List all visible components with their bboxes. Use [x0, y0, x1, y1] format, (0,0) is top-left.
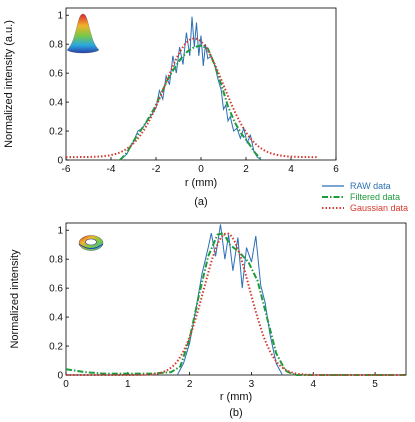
x-tick-label: 2	[187, 379, 193, 390]
x-tick-label: 1	[125, 379, 131, 390]
y-tick-label: 1	[57, 11, 63, 22]
x-tick-label: 0	[63, 379, 69, 390]
panel-a-chart: -6 -4 -2 0 2 4 6 0 0.2 0.4 0.6 0.8 1 r (mm) Normaliz…	[3, 7, 339, 208]
panel-a-ylabel: Normalized intensity (a.u.)	[3, 20, 15, 148]
ring-beam-icon	[78, 235, 104, 251]
y-tick-label: 0.8	[49, 255, 63, 266]
panel-b-label: (b)	[229, 407, 242, 419]
x-tick-label: 5	[372, 379, 378, 390]
legend-entry-gaussian: Gaussian data	[322, 203, 408, 213]
x-tick-label: -4	[107, 164, 116, 175]
panel-a-label: (a)	[194, 196, 207, 208]
panel-b-chart: 0 1 2 3 4 5 0 0.2 0.4 0.6 0.8 1 r (mm) Normalized i…	[9, 222, 407, 419]
legend-entry-raw: RAW data	[322, 181, 391, 191]
y-tick-label: 0.4	[49, 313, 63, 324]
x-tick-label: 2	[243, 164, 249, 175]
x-tick-label: 6	[333, 164, 339, 175]
y-tick-label: 0	[57, 371, 63, 382]
panel-a-xlabel: r (mm)	[185, 177, 217, 189]
series-line-raw-data	[176, 224, 283, 376]
legend-entry-filtered: Filtered data	[322, 192, 400, 202]
y-tick-label: 0.2	[49, 342, 63, 353]
x-tick-label: 4	[288, 164, 294, 175]
y-tick-label: 0.8	[49, 40, 63, 51]
panel-b-series	[65, 224, 406, 376]
x-tick-label: 4	[310, 379, 316, 390]
panel-b-ylabel: Normalized intensity	[9, 249, 21, 349]
y-tick-label: 1	[57, 226, 63, 237]
x-tick-label: 3	[249, 379, 255, 390]
series-line-gaussian-data	[66, 232, 406, 376]
series-line-gaussian-data	[66, 37, 318, 159]
panel-b-ticks: 0 1 2 3 4 5 0 0.2 0.4 0.6 0.8 1	[49, 226, 378, 390]
legend-raw-label: RAW data	[350, 181, 391, 191]
panel-a-series	[66, 16, 318, 161]
y-tick-label: 0	[57, 156, 63, 167]
series-line-filtered-data	[65, 231, 406, 376]
y-tick-label: 0.6	[49, 284, 63, 295]
series-line-filtered-data	[119, 44, 263, 161]
y-tick-label: 0.6	[49, 69, 63, 80]
y-tick-label: 0.2	[49, 127, 63, 138]
series-line-raw-data	[119, 16, 263, 161]
x-tick-label: 0	[198, 164, 204, 175]
legend: RAW data Filtered data Gaussian data	[322, 181, 408, 213]
gaussian-beam-icon	[66, 13, 100, 54]
legend-filtered-label: Filtered data	[350, 192, 400, 202]
panel-a-axes-frame	[65, 7, 337, 161]
x-tick-label: -6	[62, 164, 71, 175]
panel-b-xlabel: r (mm)	[220, 391, 252, 403]
panel-a-ticks: -6 -4 -2 0 2 4 6 0 0.2 0.4 0.6 0.8 1	[49, 11, 339, 175]
y-tick-label: 0.4	[49, 98, 63, 109]
panel-b-axes-frame	[65, 222, 407, 376]
x-tick-label: -2	[152, 164, 161, 175]
legend-gaussian-label: Gaussian data	[350, 203, 408, 213]
